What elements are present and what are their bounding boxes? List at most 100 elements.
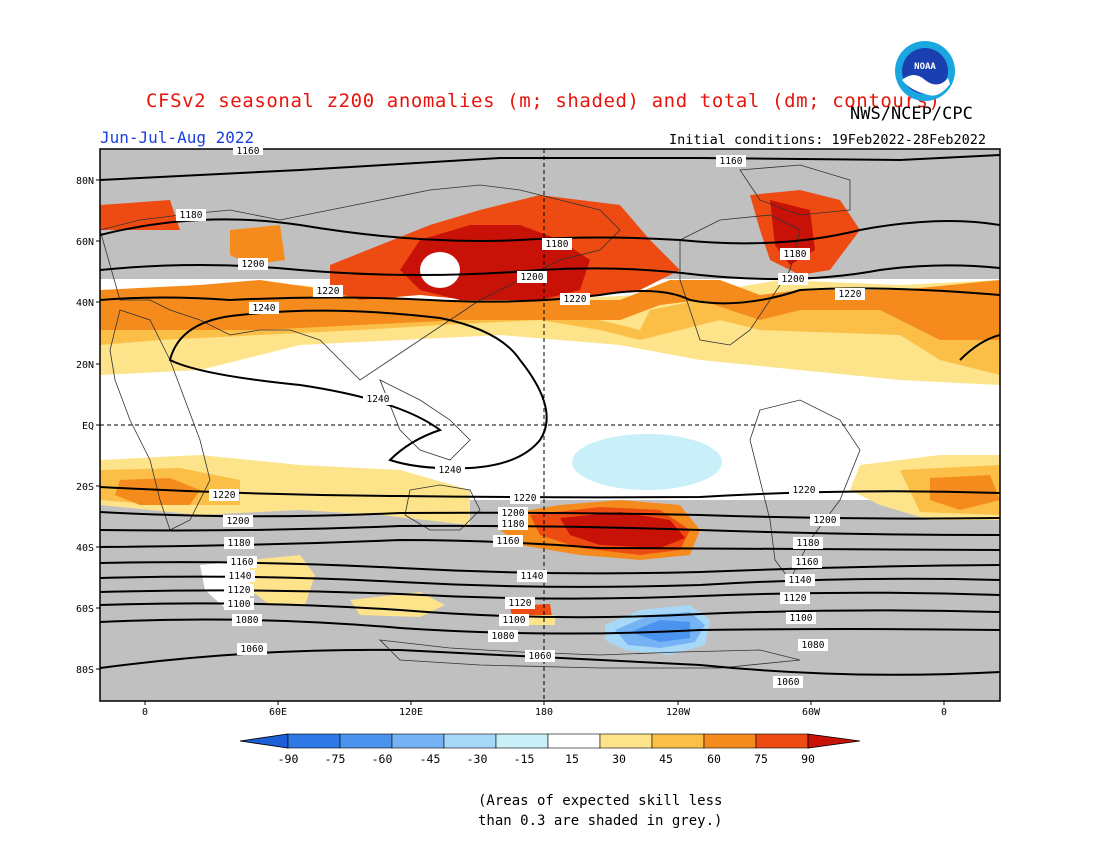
colorbar-label: 75 [754, 752, 768, 766]
longitude-axis: 0 60E 120E 180 120W 60W 0 [142, 701, 947, 718]
contour-label: 1200 [517, 271, 547, 283]
contour-labels: 1160 1160 1180 1180 1180 1200 1200 1200 … [176, 145, 865, 688]
contour-label: 1160 [716, 155, 746, 167]
svg-text:1220: 1220 [793, 485, 816, 496]
contour-label: 1160 [233, 145, 263, 157]
svg-text:1160: 1160 [231, 557, 254, 568]
svg-text:1220: 1220 [514, 493, 537, 504]
lon-label: 120E [399, 707, 423, 718]
contour-label: 1060 [237, 643, 267, 655]
svg-text:1220: 1220 [317, 286, 340, 297]
lon-label: 120W [666, 707, 691, 718]
svg-text:1140: 1140 [229, 571, 252, 582]
contour-label: 1100 [786, 612, 816, 624]
contour-label: 1220 [560, 293, 590, 305]
lon-label: 0 [142, 707, 148, 718]
svg-text:1200: 1200 [814, 515, 837, 526]
svg-text:1200: 1200 [782, 274, 805, 285]
season-label: Jun-Jul-Aug 2022 [100, 128, 255, 147]
lat-label: 40N [76, 298, 94, 309]
contour-label: 1140 [785, 574, 815, 586]
contour-label: 1120 [224, 584, 254, 596]
svg-text:1180: 1180 [180, 210, 203, 221]
lat-label: 80S [76, 665, 94, 676]
lat-label: 20S [76, 482, 94, 493]
colorbar-cell [599, 733, 653, 749]
svg-text:1080: 1080 [236, 615, 259, 626]
noaa-logo-icon: NOAA [895, 41, 955, 101]
contour-label: 1200 [810, 514, 840, 526]
organization-label: NWS/NCEP/CPC [850, 104, 973, 124]
contour-label: 1060 [525, 650, 555, 662]
lat-label: EQ [82, 421, 94, 432]
lat-label: 80N [76, 176, 94, 187]
svg-text:1240: 1240 [253, 303, 276, 314]
contour-label: 1240 [363, 393, 393, 405]
contour-label: 1220 [510, 492, 540, 504]
svg-text:1140: 1140 [521, 571, 544, 582]
lon-label: 0 [941, 707, 947, 718]
svg-text:1120: 1120 [509, 598, 532, 609]
contour-label: 1120 [780, 592, 810, 604]
svg-text:1160: 1160 [796, 557, 819, 568]
contour-label: 1240 [435, 464, 465, 476]
noaa-logo-text: NOAA [914, 62, 936, 72]
contour-label: 1180 [780, 248, 810, 260]
skill-note: (Areas of expected skill less than 0.3 a… [478, 791, 722, 831]
contour-label: 1140 [225, 570, 255, 582]
contour-label: 1080 [232, 614, 262, 626]
contour-label: 1140 [517, 570, 547, 582]
contour-label: 1100 [224, 598, 254, 610]
contour-label: 1080 [488, 630, 518, 642]
lat-label: 60N [76, 237, 94, 248]
colorbar-cell [547, 733, 601, 749]
svg-text:1160: 1160 [720, 156, 743, 167]
svg-text:1060: 1060 [777, 677, 800, 688]
colorbar-arrow-right [807, 733, 861, 749]
contour-label: 1200 [223, 515, 253, 527]
colorbar-arrow-left [239, 733, 289, 749]
svg-text:1180: 1180 [546, 239, 569, 250]
svg-text:1100: 1100 [790, 613, 813, 624]
contour-label: 1080 [798, 639, 828, 651]
lon-label: 60W [802, 707, 821, 718]
colorbar-cell [339, 733, 393, 749]
svg-text:1200: 1200 [502, 508, 525, 519]
contour-label: 1200 [238, 258, 268, 270]
contour-label: 1160 [493, 535, 523, 547]
colorbar-label: -30 [467, 752, 488, 766]
svg-text:1160: 1160 [497, 536, 520, 547]
svg-text:1140: 1140 [789, 575, 812, 586]
svg-text:1240: 1240 [367, 394, 390, 405]
lat-label: 60S [76, 604, 94, 615]
contour-label: 1220 [789, 484, 819, 496]
colorbar-label: 90 [801, 752, 815, 766]
svg-text:1180: 1180 [784, 249, 807, 260]
colorbar-cells [287, 733, 809, 749]
map-title: CFSv2 seasonal z200 anomalies (m; shaded… [146, 90, 941, 112]
svg-text:1200: 1200 [242, 259, 265, 270]
svg-text:1180: 1180 [502, 519, 525, 530]
colorbar-cell [755, 733, 809, 749]
colorbar-cell [651, 733, 705, 749]
colorbar-cell [495, 733, 549, 749]
lat-label: 40S [76, 543, 94, 554]
initial-conditions-label: Initial conditions: 19Feb2022-28Feb2022 [669, 132, 986, 148]
contour-label: 1180 [793, 537, 823, 549]
colorbar-label: -90 [278, 752, 299, 766]
contour-label: 1180 [498, 518, 528, 530]
contour-label: 1220 [209, 489, 239, 501]
svg-text:1240: 1240 [439, 465, 462, 476]
contour-label: 1240 [249, 302, 279, 314]
skill-note-line: (Areas of expected skill less [478, 793, 723, 809]
svg-text:1220: 1220 [839, 289, 862, 300]
svg-text:1080: 1080 [802, 640, 825, 651]
svg-text:1220: 1220 [213, 490, 236, 501]
svg-text:1120: 1120 [784, 593, 807, 604]
svg-text:1120: 1120 [228, 585, 251, 596]
contour-label: 1200 [778, 273, 808, 285]
lon-label: 60E [269, 707, 287, 718]
svg-text:1200: 1200 [521, 272, 544, 283]
contour-label: 1100 [499, 614, 529, 626]
